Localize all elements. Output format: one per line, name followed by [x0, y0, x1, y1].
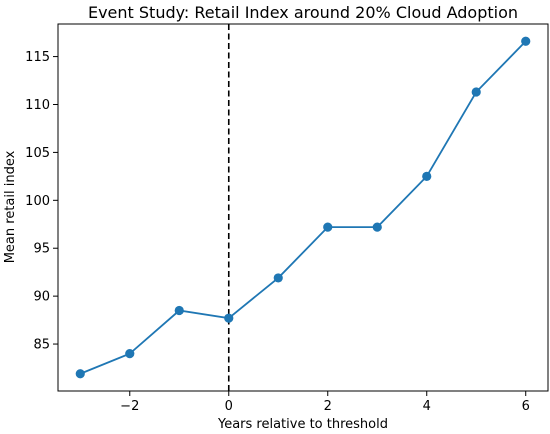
- x-tick-label: 2: [324, 399, 332, 414]
- x-tick-label: 4: [423, 399, 431, 414]
- y-tick-label: 100: [25, 194, 50, 209]
- series-points: [75, 36, 531, 379]
- data-point: [323, 222, 333, 232]
- y-tick-label: 85: [33, 338, 50, 353]
- plot-frame: [57, 23, 549, 392]
- y-tick-label: 115: [25, 50, 50, 65]
- y-axis-ticks: 85 90 95 100 105 110 115: [25, 50, 58, 353]
- x-axis-label: Years relative to threshold: [217, 417, 388, 432]
- data-point: [471, 87, 481, 97]
- data-point: [422, 171, 432, 181]
- x-axis-ticks: −2 0 2 4 6: [120, 391, 530, 414]
- x-tick-label: 0: [225, 399, 233, 414]
- data-point: [273, 273, 283, 283]
- y-axis-label: Mean retail index: [3, 150, 18, 263]
- data-point: [75, 369, 85, 379]
- y-tick-label: 105: [25, 146, 50, 161]
- data-point: [125, 349, 135, 359]
- data-point: [521, 36, 531, 46]
- chart-title: Event Study: Retail Index around 20% Clo…: [88, 3, 518, 22]
- data-point: [372, 222, 382, 232]
- y-tick-label: 95: [33, 242, 50, 257]
- y-tick-label: 110: [25, 98, 50, 113]
- x-tick-label: −2: [120, 399, 139, 414]
- y-tick-label: 90: [33, 290, 50, 305]
- series-line: [79, 40, 527, 375]
- data-point: [224, 313, 234, 323]
- x-tick-label: 6: [522, 399, 530, 414]
- data-point: [174, 305, 184, 316]
